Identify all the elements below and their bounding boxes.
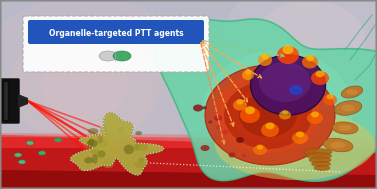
Ellipse shape	[14, 153, 21, 157]
Ellipse shape	[236, 99, 244, 105]
Ellipse shape	[89, 144, 97, 149]
Ellipse shape	[277, 46, 299, 64]
Ellipse shape	[136, 143, 149, 151]
Ellipse shape	[242, 154, 246, 158]
Ellipse shape	[307, 153, 331, 159]
Ellipse shape	[222, 0, 377, 104]
Polygon shape	[70, 113, 164, 175]
Polygon shape	[155, 18, 377, 181]
Ellipse shape	[239, 93, 297, 137]
Ellipse shape	[222, 129, 228, 135]
Ellipse shape	[307, 112, 323, 124]
Ellipse shape	[224, 81, 312, 149]
Ellipse shape	[309, 157, 331, 163]
Ellipse shape	[133, 143, 140, 151]
Ellipse shape	[98, 150, 106, 157]
Ellipse shape	[10, 25, 160, 145]
Ellipse shape	[113, 51, 131, 61]
Ellipse shape	[26, 141, 34, 145]
Ellipse shape	[216, 125, 221, 129]
Ellipse shape	[214, 115, 222, 121]
Polygon shape	[334, 101, 362, 115]
Ellipse shape	[292, 132, 308, 144]
Ellipse shape	[99, 51, 117, 61]
Ellipse shape	[201, 145, 210, 151]
Ellipse shape	[282, 110, 288, 115]
Ellipse shape	[99, 139, 108, 148]
Ellipse shape	[232, 88, 304, 143]
Ellipse shape	[84, 157, 93, 163]
Polygon shape	[332, 122, 358, 134]
Ellipse shape	[41, 50, 129, 120]
FancyBboxPatch shape	[23, 16, 209, 72]
Ellipse shape	[38, 151, 46, 155]
Ellipse shape	[203, 50, 353, 170]
Ellipse shape	[228, 153, 236, 157]
Ellipse shape	[119, 127, 124, 134]
Ellipse shape	[311, 161, 331, 167]
Ellipse shape	[253, 145, 267, 155]
Ellipse shape	[236, 137, 244, 143]
Ellipse shape	[138, 157, 145, 163]
Ellipse shape	[233, 99, 247, 111]
Polygon shape	[341, 86, 363, 98]
Polygon shape	[0, 135, 377, 189]
Ellipse shape	[245, 106, 255, 114]
Ellipse shape	[55, 138, 61, 142]
Ellipse shape	[205, 65, 335, 165]
Ellipse shape	[326, 94, 334, 99]
Ellipse shape	[255, 0, 365, 80]
Ellipse shape	[282, 45, 294, 54]
Ellipse shape	[135, 131, 142, 135]
Ellipse shape	[18, 160, 26, 164]
Ellipse shape	[0, 0, 198, 175]
Ellipse shape	[88, 138, 94, 147]
Ellipse shape	[92, 136, 118, 154]
Ellipse shape	[95, 150, 106, 159]
Ellipse shape	[302, 56, 318, 68]
Ellipse shape	[306, 55, 314, 61]
Ellipse shape	[311, 71, 329, 85]
Ellipse shape	[256, 145, 264, 149]
Ellipse shape	[339, 125, 351, 131]
Ellipse shape	[316, 70, 325, 77]
Ellipse shape	[240, 107, 260, 123]
Ellipse shape	[261, 123, 279, 137]
Ellipse shape	[296, 131, 304, 137]
Ellipse shape	[202, 106, 206, 109]
Ellipse shape	[208, 120, 212, 123]
Ellipse shape	[225, 117, 231, 122]
FancyBboxPatch shape	[0, 78, 20, 123]
Ellipse shape	[134, 162, 146, 168]
Ellipse shape	[245, 70, 251, 74]
Polygon shape	[18, 94, 28, 108]
Ellipse shape	[304, 149, 332, 156]
Ellipse shape	[242, 70, 254, 80]
Text: Organelle-targeted PTT agents: Organelle-targeted PTT agents	[49, 29, 183, 39]
Ellipse shape	[258, 54, 272, 66]
Ellipse shape	[265, 122, 274, 129]
Ellipse shape	[98, 135, 103, 143]
Ellipse shape	[262, 53, 268, 59]
Ellipse shape	[216, 71, 320, 153]
Polygon shape	[323, 138, 353, 152]
Ellipse shape	[279, 111, 291, 119]
Ellipse shape	[311, 111, 319, 117]
FancyBboxPatch shape	[28, 20, 204, 44]
Polygon shape	[0, 170, 377, 189]
Polygon shape	[0, 135, 377, 148]
Ellipse shape	[124, 145, 134, 154]
Polygon shape	[0, 133, 377, 140]
Ellipse shape	[341, 105, 355, 112]
Ellipse shape	[240, 97, 244, 100]
Ellipse shape	[250, 55, 325, 115]
Ellipse shape	[90, 149, 100, 154]
Ellipse shape	[237, 109, 240, 111]
Ellipse shape	[323, 94, 337, 105]
Ellipse shape	[84, 131, 126, 159]
Ellipse shape	[215, 110, 375, 180]
Ellipse shape	[102, 160, 114, 168]
Ellipse shape	[331, 142, 345, 148]
Ellipse shape	[234, 99, 241, 104]
